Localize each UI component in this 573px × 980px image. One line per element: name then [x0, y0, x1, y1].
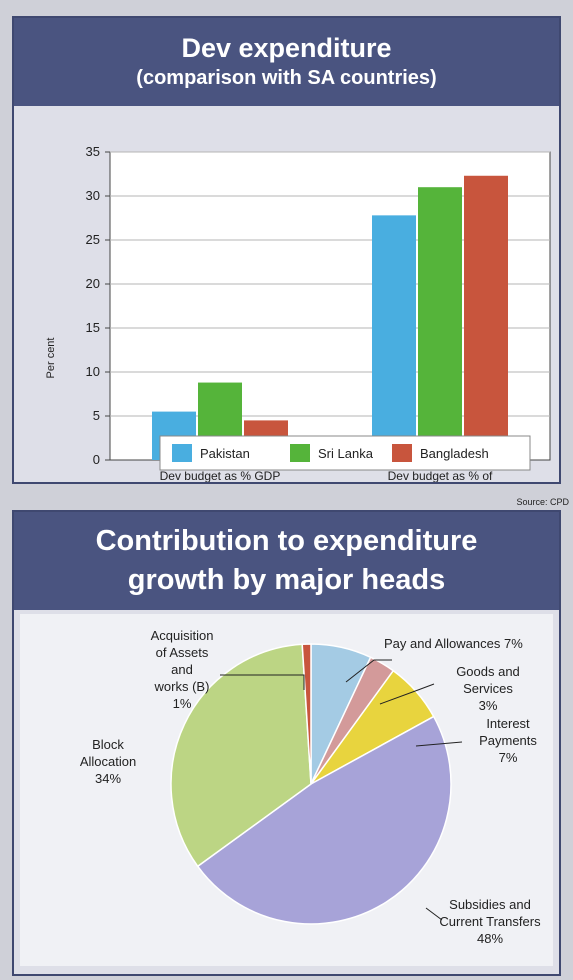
bar: [418, 187, 462, 460]
leader-line: [425, 907, 443, 921]
pie-slice-label: of Assets: [156, 645, 209, 660]
leader-line: [379, 683, 435, 705]
y-tick-label: 30: [86, 188, 100, 203]
pie-slice-label: 34%: [95, 771, 121, 786]
pie-slice-label: Services: [463, 681, 513, 696]
y-tick-label: 25: [86, 232, 100, 247]
pie-slice-label: 7%: [499, 750, 518, 765]
y-axis-label: Per cent: [45, 338, 57, 379]
pie-slice-label: works (B): [154, 679, 210, 694]
y-tick-label: 0: [93, 452, 100, 467]
pie-slice-label: Interest: [486, 716, 530, 731]
bar-chart-title-bar: Dev expenditure (comparison with SA coun…: [14, 18, 559, 106]
pie-slice-label: 48%: [477, 931, 503, 946]
pie-slice-label: 3%: [479, 698, 498, 713]
leader-line: [220, 674, 305, 690]
pie-chart-title-line2: growth by major heads: [127, 564, 446, 596]
legend-label: Pakistan: [200, 446, 250, 461]
y-tick-label: 15: [86, 320, 100, 335]
y-tick-label: 5: [93, 408, 100, 423]
pie-chart-title-line1: Contribution to expenditure: [95, 525, 478, 557]
pie-slice-label: Payments: [479, 733, 537, 748]
pie-slice-label: Current Transfers: [439, 914, 541, 929]
pie-slice-label: Goods and: [456, 664, 520, 679]
legend-box: [159, 435, 531, 471]
bar-chart-panel: Dev expenditure (comparison with SA coun…: [12, 16, 561, 484]
y-tick-label: 10: [86, 364, 100, 379]
bar: [372, 215, 416, 460]
legend-label: Sri Lanka: [318, 446, 374, 461]
leader-line: [345, 659, 392, 683]
bar-chart-subtitle: (comparison with SA countries): [136, 67, 437, 89]
legend-swatch: [290, 444, 310, 462]
bar-chart-title: Dev expenditure: [181, 33, 392, 63]
y-tick-label: 35: [86, 144, 100, 159]
pie-slice-label: and: [171, 662, 193, 677]
x-tick-label: Dev budget as % of: [388, 469, 493, 482]
bar: [464, 175, 508, 460]
pie-slice-label: Pay and Allowances 7%: [384, 636, 523, 651]
pie-slice: [170, 643, 312, 868]
bar-chart: 0 5 10 15 20 25 30 35 Per cent Dev budget as % GD…: [45, 144, 551, 482]
source-note: Source: CPD: [516, 497, 569, 507]
pie-chart: Pay and Allowances 7% Goods and Services 3%…: [20, 614, 553, 966]
pie-slice-label: Acquisition: [151, 628, 214, 643]
pie-chart-title-bar: Contribution to expenditure growth by ma…: [14, 512, 559, 610]
x-tick-label: Dev budget as % GDP: [160, 469, 281, 482]
pie-slice-label: Subsidies and: [449, 897, 531, 912]
pie-slice: [196, 715, 452, 925]
pie-slice-label: Allocation: [80, 754, 136, 769]
leader-line: [415, 741, 463, 747]
legend-swatch: [392, 444, 412, 462]
y-tick-label: 20: [86, 276, 100, 291]
pie-chart-panel: Contribution to expenditure growth by ma…: [12, 510, 561, 976]
pie-slice-label: Block: [92, 737, 124, 752]
legend-label: Bangladesh: [420, 446, 489, 461]
legend-swatch: [172, 444, 192, 462]
pie-slice-label: 1%: [173, 696, 192, 711]
